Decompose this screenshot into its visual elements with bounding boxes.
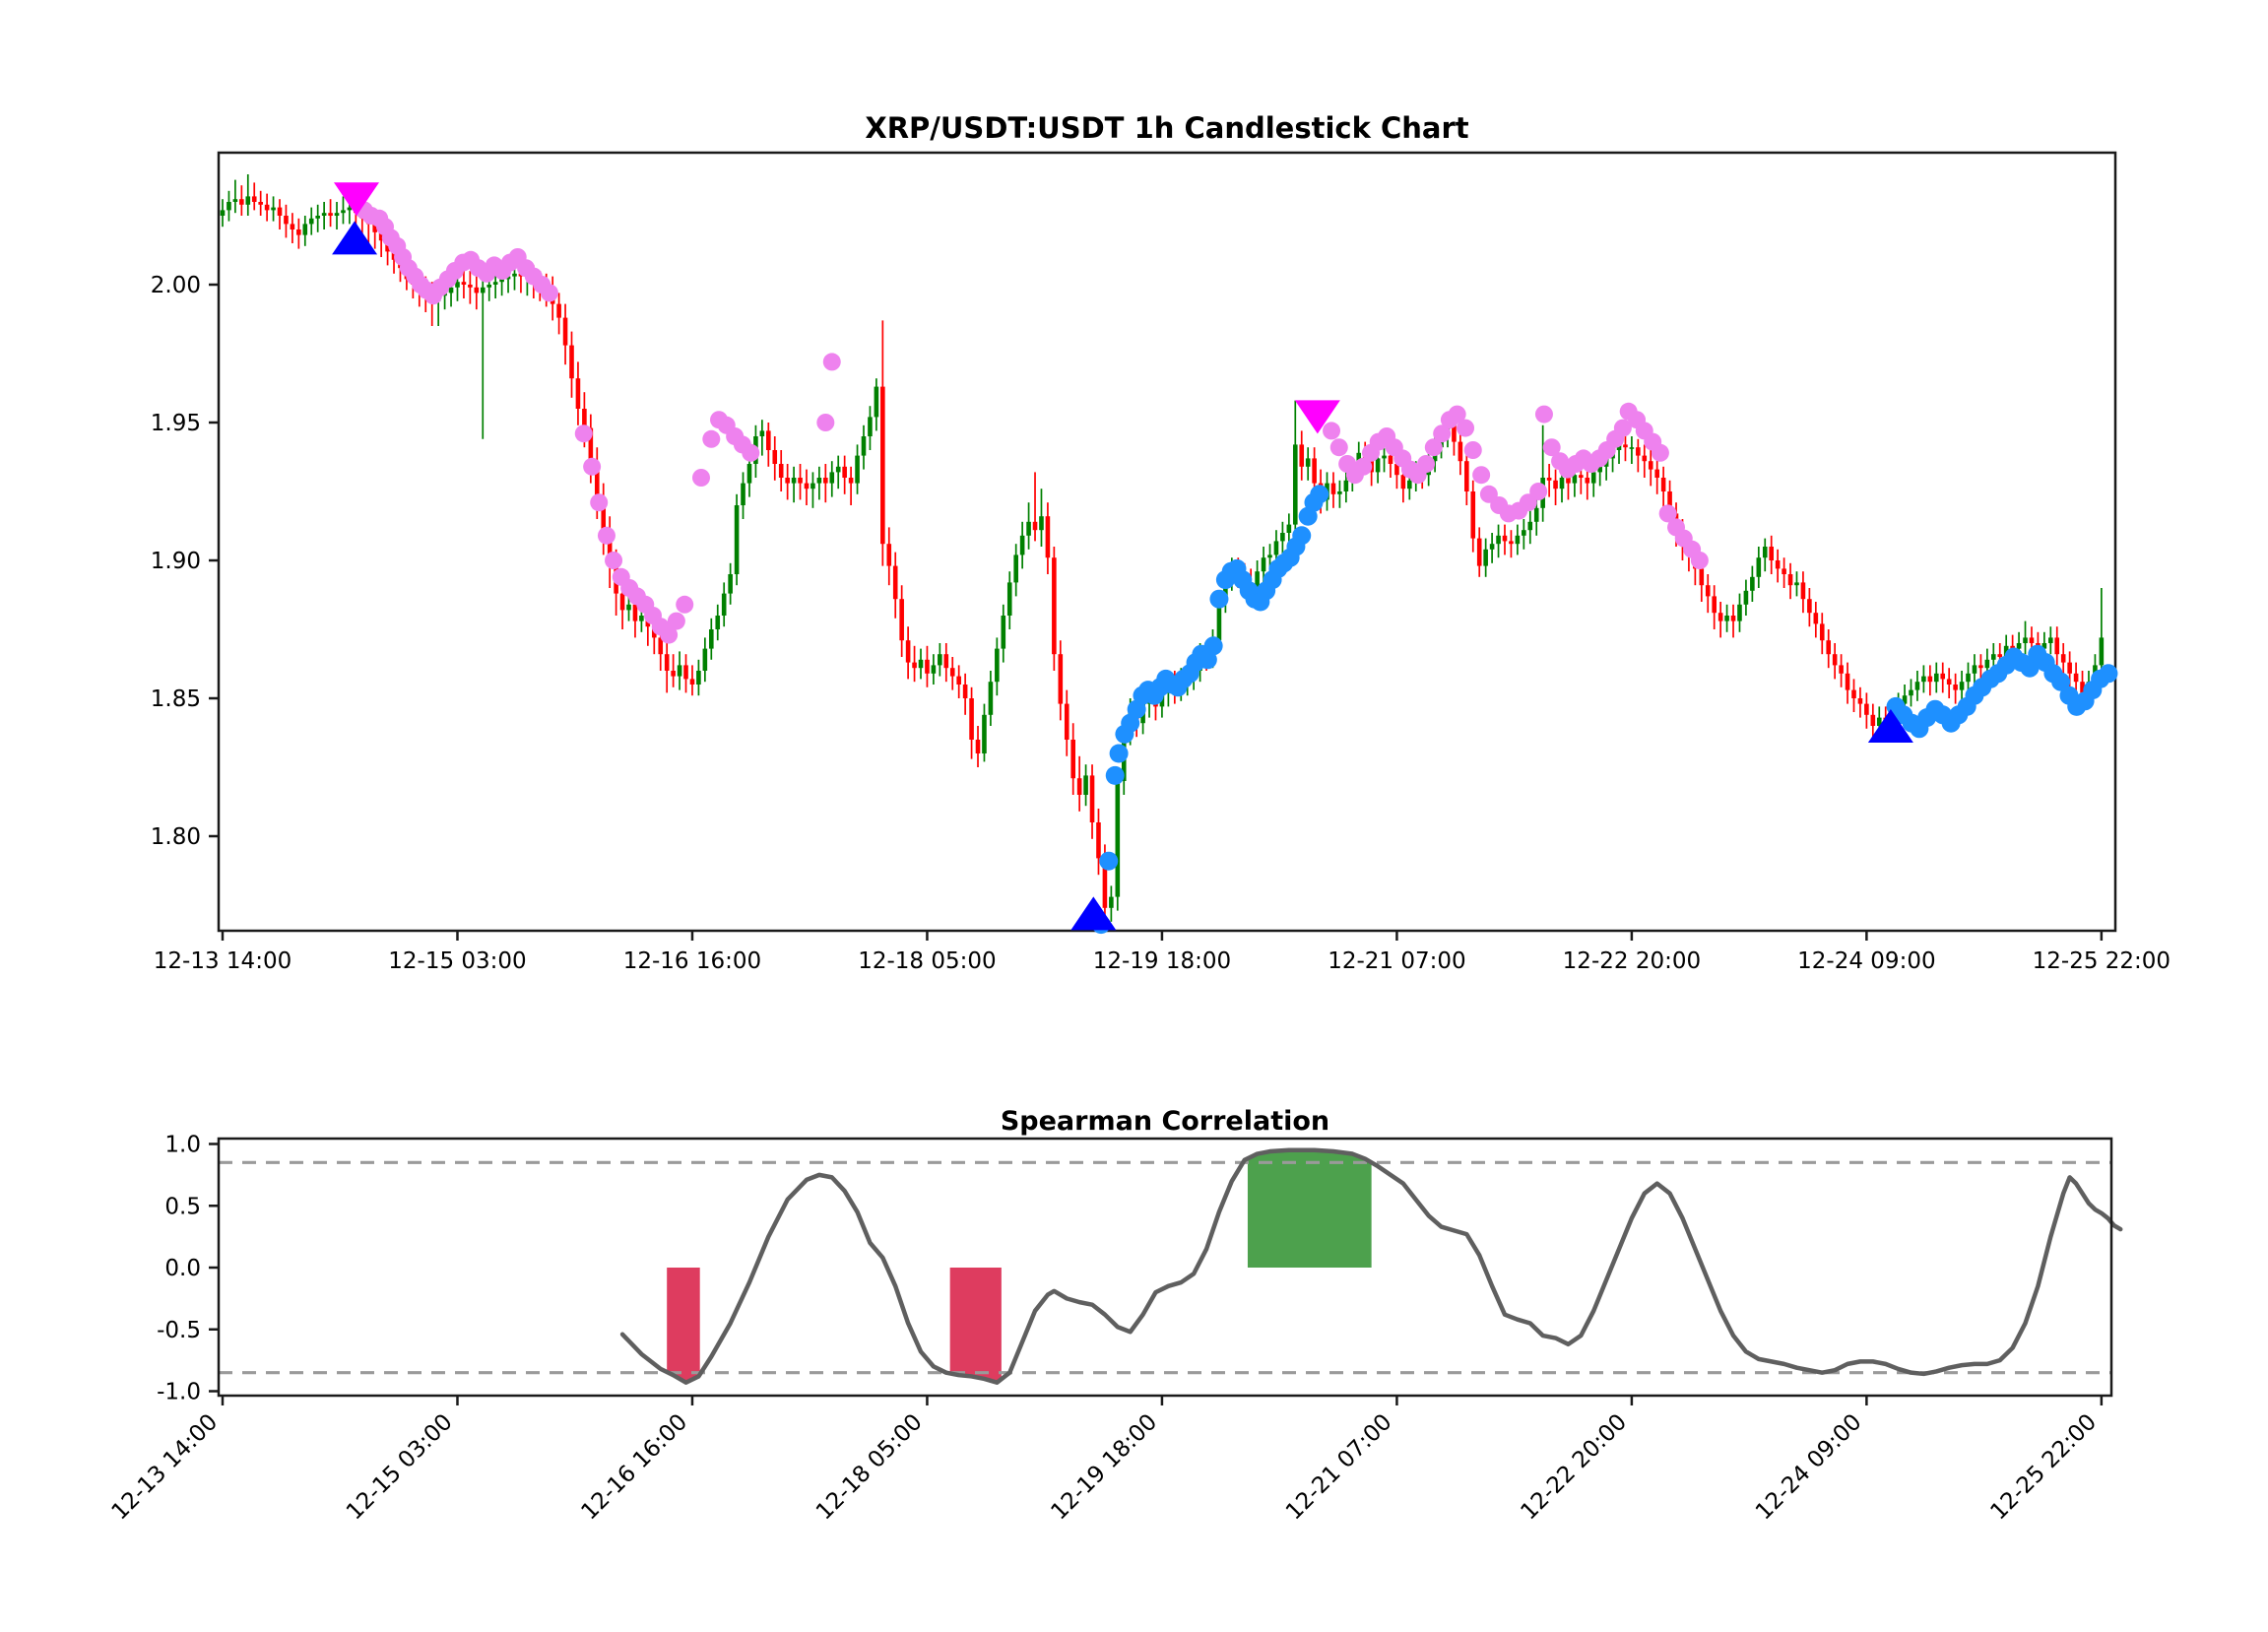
x-tick-label: 12-22 20:00 (1516, 1409, 1632, 1526)
x-tick-label: 12-13 14:00 (107, 1409, 224, 1526)
x-tick-label: 12-16 16:00 (577, 1409, 693, 1526)
negative-correlation-bar (667, 1268, 700, 1383)
candlestick-axes: 2.00 1.95 1.90 1.85 1.80 12-13 14:00 12-15 03:… (151, 151, 2171, 974)
x-tick-label: 12-21 07:00 (1281, 1409, 1397, 1526)
sell-triangle-icon (334, 182, 380, 217)
plum-dot (702, 429, 721, 448)
correlation-bars-layer (667, 1149, 1372, 1383)
blue-dot (1109, 744, 1129, 763)
x-tick-label: 12-13 14:00 (154, 948, 292, 974)
plum-dot (1651, 443, 1669, 462)
plum-dot (597, 526, 616, 545)
y-tick-label: 0.5 (164, 1194, 201, 1219)
plum-dot (1457, 419, 1475, 437)
plum-dot (1433, 424, 1452, 443)
x-tick-label: 12-25 22:00 (1985, 1409, 2102, 1526)
plum-dot (742, 443, 760, 462)
y-tick-label: 1.95 (151, 411, 201, 436)
correlation-axes: 1.0 0.5 0.0 -0.5 -1.0 12-13 14:00 12-15 03:00 1… (107, 1133, 2113, 1526)
negative-correlation-bar (949, 1268, 1002, 1383)
candles-layer (220, 174, 2105, 925)
plum-dot (1417, 455, 1436, 473)
blue-dot (1105, 765, 1125, 785)
x-tick-label: 12-15 03:00 (388, 948, 526, 974)
y-tick-label: 1.90 (151, 549, 201, 574)
x-tick-label: 12-18 05:00 (811, 1409, 928, 1526)
blue-dot (2099, 664, 2118, 684)
plum-dot (1690, 552, 1709, 569)
plum-dot (676, 595, 694, 614)
plum-dot (1323, 422, 1341, 440)
blue-dot (2020, 658, 2040, 678)
plum-dot (1354, 457, 1373, 476)
plum-dot (691, 469, 710, 487)
candlestick-chart-title: XRP/USDT:USDT 1h Candlestick Chart (865, 111, 1468, 145)
x-tick-label: 12-21 07:00 (1328, 948, 1465, 974)
x-tick-label: 12-19 18:00 (1046, 1409, 1162, 1526)
x-tick-label: 12-24 09:00 (1751, 1409, 1867, 1526)
correlation-line (619, 1147, 2123, 1385)
buy-triangle-icon (1070, 896, 1117, 931)
blue-dot (1099, 851, 1119, 871)
blue-dot (1203, 636, 1223, 656)
plum-dot (1542, 438, 1561, 457)
y-tick-label: 0.0 (164, 1256, 201, 1281)
plum-dot (583, 457, 602, 476)
signal-dots-layer (355, 201, 2118, 935)
blue-dot (2051, 672, 2071, 691)
correlation-plot-area: 1.0 0.5 0.0 -0.5 -1.0 12-13 14:00 12-15 03:00 1… (107, 1133, 2123, 1526)
plum-dot (540, 284, 558, 302)
plum-dot (1534, 405, 1553, 424)
x-tick-label: 12-18 05:00 (858, 948, 996, 974)
x-tick-label: 12-22 20:00 (1563, 948, 1701, 974)
buy-triangle-icon (332, 221, 378, 255)
y-tick-label: 1.80 (151, 824, 201, 850)
x-tick-label: 12-15 03:00 (342, 1409, 458, 1526)
y-tick-label: 1.85 (151, 686, 201, 712)
plum-dot (590, 493, 609, 512)
plum-dot (822, 353, 841, 371)
candlestick-plot-area: 2.00 1.95 1.90 1.85 1.80 12-13 14:00 12-15 03:… (151, 151, 2171, 974)
plum-dot (1448, 405, 1466, 424)
plum-dot (605, 552, 623, 569)
blue-dot (1209, 589, 1229, 609)
x-tick-label: 12-25 22:00 (2033, 948, 2171, 974)
sell-triangle-icon (1294, 400, 1340, 434)
x-tick-label: 12-24 09:00 (1797, 948, 1935, 974)
plum-dot (574, 424, 593, 443)
trade-markers-layer (332, 182, 1913, 931)
blue-dot (1292, 526, 1312, 546)
blue-dot (1310, 485, 1329, 504)
x-tick-label: 12-16 16:00 (623, 948, 761, 974)
plum-dot (660, 625, 679, 644)
y-tick-label: 2.00 (151, 273, 201, 298)
x-tick-label: 12-19 18:00 (1093, 948, 1231, 974)
plum-dot (1529, 483, 1548, 500)
plum-dot (1329, 438, 1348, 457)
y-tick-label: -1.0 (157, 1380, 201, 1405)
plum-dot (1424, 438, 1443, 457)
plum-dot (1658, 504, 1677, 523)
plum-dot (1613, 419, 1632, 437)
correlation-chart-title: Spearman Correlation (1001, 1106, 1329, 1137)
plum-dot (1463, 441, 1482, 459)
plum-dot (667, 612, 685, 630)
plum-dot (816, 414, 835, 431)
buy-triangle-icon (1867, 709, 1913, 743)
y-tick-label: 1.0 (164, 1133, 201, 1158)
positive-correlation-bar (1247, 1149, 1372, 1268)
y-tick-label: -0.5 (157, 1318, 201, 1343)
plum-dot (1472, 466, 1491, 485)
